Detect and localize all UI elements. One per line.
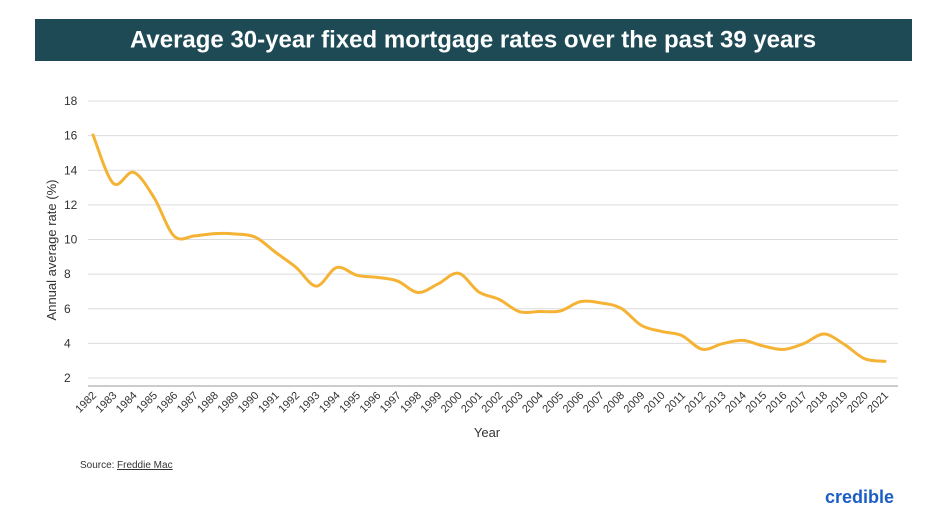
x-tick-label: 1992 bbox=[276, 390, 302, 416]
x-tick-label: 1991 bbox=[256, 390, 282, 416]
y-tick-label: 8 bbox=[64, 267, 71, 281]
x-tick-label: 2017 bbox=[784, 390, 810, 416]
y-tick-label: 18 bbox=[64, 94, 78, 108]
x-tick-label: 1997 bbox=[378, 390, 404, 416]
x-tick-label: 2001 bbox=[459, 390, 485, 416]
chart-title: Average 30-year fixed mortgage rates ove… bbox=[130, 26, 816, 53]
y-tick-label: 6 bbox=[64, 302, 71, 316]
x-tick-label: 2020 bbox=[845, 390, 871, 416]
x-tick-label: 1982 bbox=[73, 390, 99, 416]
x-tick-label: 2015 bbox=[743, 390, 769, 416]
x-tick-label: 1987 bbox=[175, 390, 201, 416]
x-tick-label: 2019 bbox=[825, 390, 851, 416]
y-tick-label: 4 bbox=[64, 336, 71, 350]
x-tick-label: 2005 bbox=[540, 390, 566, 416]
x-tick-label: 2016 bbox=[764, 390, 790, 416]
title-banner bbox=[35, 19, 912, 61]
x-tick-label: 2012 bbox=[683, 390, 709, 416]
source-link[interactable]: Freddie Mac bbox=[117, 460, 173, 471]
x-tick-label: 1993 bbox=[297, 390, 323, 416]
source-label: Source: bbox=[80, 460, 114, 471]
y-axis-label: Annual average rate (%) bbox=[44, 180, 59, 321]
x-tick-label: 2014 bbox=[723, 390, 749, 416]
brand-logo: credible bbox=[825, 487, 894, 507]
x-tick-label: 1989 bbox=[215, 390, 241, 416]
x-tick-label: 1986 bbox=[155, 390, 181, 416]
x-tick-label: 1999 bbox=[419, 390, 445, 416]
x-tick-label: 1994 bbox=[317, 390, 343, 416]
x-tick-label: 1998 bbox=[398, 390, 424, 416]
x-tick-label: 1996 bbox=[358, 390, 384, 416]
x-tick-label: 1984 bbox=[114, 390, 140, 416]
x-tick-label: 2006 bbox=[561, 390, 587, 416]
x-tick-label: 2003 bbox=[500, 390, 526, 416]
x-tick-label: 2008 bbox=[601, 390, 627, 416]
x-tick-label: 1985 bbox=[134, 390, 160, 416]
x-tick-label: 2021 bbox=[865, 390, 891, 416]
y-tick-label: 2 bbox=[64, 371, 71, 385]
x-tick-label: 1990 bbox=[236, 390, 262, 416]
x-tick-label: 2009 bbox=[622, 390, 648, 416]
x-tick-label: 2018 bbox=[804, 390, 830, 416]
y-tick-label: 16 bbox=[64, 129, 78, 143]
x-tick-label: 2013 bbox=[703, 390, 729, 416]
x-axis-label: Year bbox=[474, 425, 501, 440]
x-tick-label: 1995 bbox=[337, 390, 363, 416]
y-tick-label: 14 bbox=[64, 163, 78, 177]
x-tick-label: 2010 bbox=[642, 390, 668, 416]
x-tick-label: 2011 bbox=[663, 390, 688, 415]
x-tick-label: 1988 bbox=[195, 390, 221, 416]
x-tick-label: 2004 bbox=[520, 390, 546, 416]
y-tick-label: 10 bbox=[64, 233, 78, 247]
rate-line bbox=[91, 133, 887, 363]
x-tick-label: 2007 bbox=[581, 390, 607, 416]
x-tick-label: 1983 bbox=[94, 390, 120, 416]
x-tick-label: 2002 bbox=[479, 390, 505, 416]
x-tick-label: 2000 bbox=[439, 390, 465, 416]
y-tick-label: 12 bbox=[64, 198, 78, 212]
